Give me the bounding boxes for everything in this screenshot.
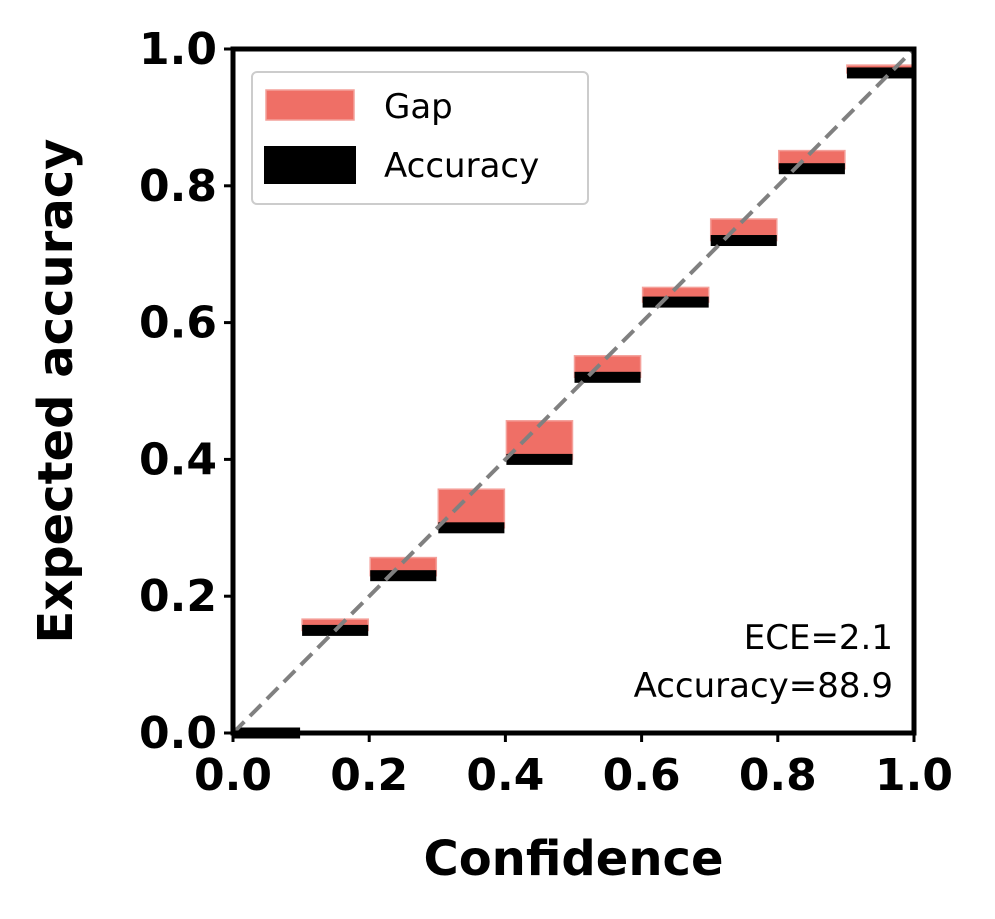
ticks-layer: 0.0 0.2 0.4 0.6 0.8 1.0 0.0 0.2 0.4 0.6 0.8 1.0 [139,24,953,801]
y-tick-label-2: 0.4 [139,434,217,485]
accuracy-bar-3 [438,522,505,534]
accuracy-bar-5 [574,371,641,383]
x-tick-label-4: 0.8 [739,750,817,801]
x-tick-label-2: 0.4 [466,750,544,801]
x-tick-label-3: 0.6 [603,750,681,801]
x-tick-label-5: 1.0 [875,750,953,801]
y-tick-label-1: 0.2 [139,571,217,622]
legend-accuracy-swatch [264,146,356,184]
y-axis-label: Expected accuracy [28,139,84,644]
y-tick-label-5: 1.0 [139,24,217,75]
accuracy-bar-2 [370,570,437,582]
legend-gap-swatch [265,89,355,121]
legend: Gap Accuracy [251,71,589,205]
accuracy-bar-9 [846,67,913,79]
x-axis-label: Confidence [423,831,723,887]
y-tick-label-4: 0.8 [139,161,217,212]
accuracy-bar-8 [778,163,845,175]
plot-frame [230,46,917,736]
perfect-calibration-line [231,47,916,735]
x-tick-label-1: 0.2 [330,750,408,801]
legend-accuracy-label: Accuracy [384,146,539,186]
x-tick-label-0: 0.0 [194,750,272,801]
y-tick-label-3: 0.6 [139,298,217,349]
accuracy-bar-7 [710,235,777,247]
legend-gap-label: Gap [384,87,453,127]
accuracy-bar-6 [642,296,709,308]
accuracy-annotation: Accuracy=88.9 [634,666,893,706]
ece-annotation: ECE=2.1 [744,618,893,658]
accuracy-bar-4 [506,453,573,465]
y-tick-label-0: 0.0 [139,708,217,759]
